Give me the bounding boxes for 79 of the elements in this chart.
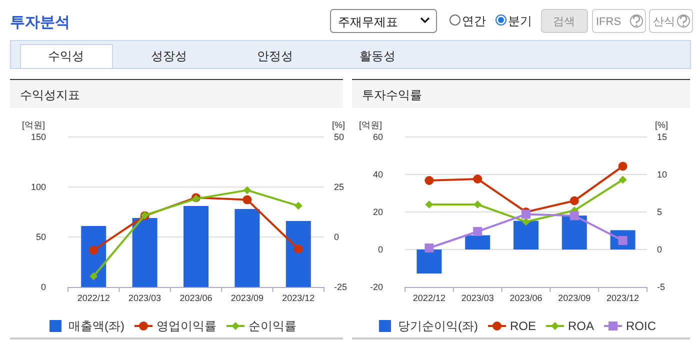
legend-label: 매출액(좌) (68, 319, 124, 333)
y-tick-label: 0 (40, 282, 46, 292)
legend-label: ROA (568, 319, 594, 333)
bar (184, 206, 208, 287)
y-tick-label: 60 (372, 132, 383, 142)
x-tick-label: 2023/09 (230, 293, 264, 303)
point (243, 186, 252, 194)
x-tick-label: 2023/06 (510, 293, 542, 303)
legend-label: 영업이익률 (156, 319, 216, 333)
y-tick-label: -20 (370, 282, 383, 292)
y2-axis-title: [%] (332, 120, 346, 130)
point (474, 200, 482, 208)
point (473, 227, 482, 236)
text: 주재무제표 (338, 15, 398, 29)
point (294, 202, 302, 210)
y-axis-title: [억원] (22, 120, 46, 130)
point (424, 244, 434, 252)
x-tick-label: 2022/12 (77, 293, 110, 303)
x-tick-label: 2023/03 (461, 293, 494, 303)
x-tick-label: 2023/09 (558, 293, 591, 303)
bar (234, 209, 260, 287)
point (570, 196, 579, 206)
legend-label: 순이익률 (248, 319, 296, 333)
chart-title: 투자수익률 (362, 88, 422, 102)
chart-title: 수익성지표 (20, 88, 80, 102)
point (425, 200, 434, 208)
text: 안정성 (257, 49, 293, 63)
y2-tick-label: 5 (657, 207, 662, 217)
legend-label: ROIC (626, 319, 656, 333)
y-axis-title: [억원] (359, 120, 382, 130)
point (89, 246, 98, 255)
text: 활동성 (360, 49, 396, 63)
y-tick-label: 150 (30, 132, 46, 142)
bar (465, 235, 490, 250)
y2-tick-label: 0 (657, 244, 662, 254)
y-tick-label: 100 (30, 182, 46, 192)
y-tick-label: 0 (378, 244, 383, 254)
point (522, 210, 530, 219)
text: 투자분석 (10, 14, 70, 31)
legend-label: 당기순이익(좌) (398, 319, 478, 333)
y2-tick-label: -5 (657, 282, 666, 292)
point (473, 174, 482, 184)
text: 검색 (553, 16, 575, 28)
y-tick-label: 50 (36, 232, 46, 242)
y2-tick-label: 25 (334, 182, 344, 192)
text: 수익성 (48, 49, 84, 63)
y2-axis-title: [%] (655, 120, 668, 130)
y-tick-label: 40 (372, 170, 383, 180)
point (242, 195, 252, 204)
point (618, 176, 627, 184)
bar (562, 216, 587, 250)
y2-tick-label: 0 (334, 232, 340, 242)
text: 분기 (508, 14, 532, 28)
bar (286, 221, 311, 287)
legend-label: ROE (510, 319, 536, 333)
bar (514, 220, 538, 250)
bar (416, 250, 442, 274)
y2-tick-label: 50 (334, 132, 344, 142)
point (90, 272, 98, 280)
y2-tick-label: 15 (657, 132, 668, 142)
point (424, 176, 434, 185)
point (618, 162, 628, 171)
x-tick-label: 2022/12 (412, 293, 446, 303)
point (570, 211, 579, 220)
text: 연간 (462, 14, 486, 28)
point (522, 218, 530, 226)
y2-tick-label: 10 (657, 170, 668, 180)
y2-tick-label: -25 (334, 282, 348, 292)
bar (81, 226, 106, 287)
x-tick-label: 2023/12 (606, 293, 640, 303)
text: IFRS (596, 16, 622, 28)
x-tick-label: 2023/03 (128, 293, 162, 303)
bar (132, 218, 158, 287)
text: 성장성 (151, 49, 187, 63)
x-tick-label: 2023/12 (282, 293, 315, 303)
y-tick-label: 20 (372, 207, 383, 217)
point (294, 244, 303, 254)
x-tick-label: 2023/06 (180, 293, 212, 303)
text: 산식 (653, 16, 675, 28)
